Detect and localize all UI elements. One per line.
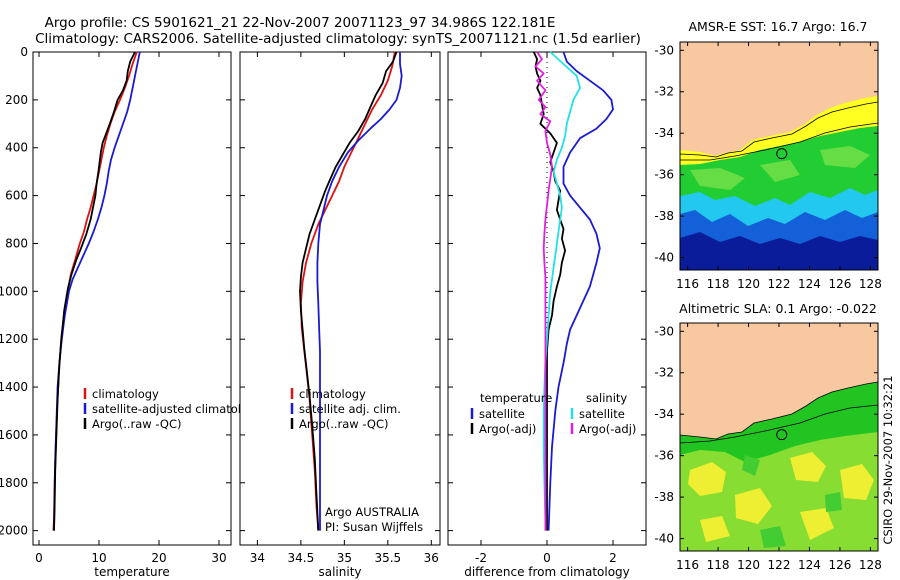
difference-series-line-0 xyxy=(547,51,614,531)
sla_map-x-tick-label: 124 xyxy=(798,558,821,572)
sla-depth-contour xyxy=(680,404,878,444)
salinity-legend-label: climatology xyxy=(299,387,366,401)
salinity-legend-label: Argo(..raw -QC) xyxy=(299,417,389,431)
difference-x-tick-label: 0 xyxy=(543,551,551,565)
temperature-y-tick-label: 2000 xyxy=(0,524,28,538)
temperature-y-tick-label: 0 xyxy=(20,45,28,59)
salinity-plot-frame xyxy=(239,51,441,546)
sla_map-y-tick-label: -40 xyxy=(654,532,674,546)
sst-depth-contour xyxy=(680,122,878,161)
sst_map-float-position-marker xyxy=(776,148,788,160)
sla_map-x-tick-label: 122 xyxy=(768,558,791,572)
sla_map-y-tick-label: -32 xyxy=(654,366,674,380)
temperature-legend-label: climatology xyxy=(92,387,159,401)
figure-title-line2: Climatology: CARS2006. Satellite-adjuste… xyxy=(35,31,641,47)
sst_map-x-tick-label: 128 xyxy=(859,277,882,291)
sst-ocean-darkblue xyxy=(680,232,878,270)
sla_map-x-tick-label: 116 xyxy=(676,558,699,572)
sst_map-x-tick-label: 120 xyxy=(737,277,760,291)
difference-x-tick-label: -2 xyxy=(475,551,487,565)
salinity-annotation: Argo AUSTRALIA xyxy=(325,505,419,519)
temperature-y-tick-label: 1800 xyxy=(0,476,28,490)
salinity-annotation: PI: Susan Wijffels xyxy=(325,520,423,534)
temperature-x-tick-label: 30 xyxy=(211,551,226,565)
difference-series-line-2 xyxy=(542,51,581,531)
salinity-x-tick-label: 34.5 xyxy=(288,551,315,565)
difference-x-axis-label: difference from climatology xyxy=(464,565,630,579)
salinity-x-tick-label: 35 xyxy=(337,551,352,565)
temperature-x-tick-label: 10 xyxy=(91,551,106,565)
temperature-x-tick-label: 20 xyxy=(151,551,166,565)
sst_map-y-tick-label: -36 xyxy=(654,168,674,182)
sla-ocean-yellow-patches xyxy=(688,452,874,542)
credit-text: CSIRO 29-Nov-2007 10:32:21 xyxy=(881,375,895,544)
sst-ocean-lightgreen-patches xyxy=(690,146,870,190)
diff-legend-label: satellite xyxy=(479,407,525,421)
temperature-y-tick-label: 800 xyxy=(5,236,28,250)
temperature-y-tick-label: 1200 xyxy=(0,332,28,346)
salinity-x-tick-label: 34 xyxy=(250,551,265,565)
temperature-profile-panel: 0 10 20 30 0 200 400 600 800 1000 1200 1400 1600 1800… xyxy=(0,45,262,579)
sla_map-y-tick-label: -34 xyxy=(654,407,674,421)
salinity-series-line-1 xyxy=(316,52,403,531)
diff-legend-label: Argo(-adj) xyxy=(479,422,536,436)
sst_map-x-tick-label: 116 xyxy=(676,277,699,291)
sla-map xyxy=(680,323,878,551)
sla_map-y-tick-label: -38 xyxy=(654,490,674,504)
difference-series-line-3 xyxy=(534,51,553,531)
temperature-x-tick-label: 0 xyxy=(35,551,43,565)
diff-legend-title: salinity xyxy=(586,391,627,405)
sst_map-y-tick-label: -40 xyxy=(654,251,674,265)
sst-map-title: AMSR-E SST: 16.7 Argo: 16.7 xyxy=(688,19,867,34)
sla-ocean-green-patches xyxy=(742,455,842,548)
sla_map-x-tick-label: 128 xyxy=(859,558,882,572)
temperature-legend-label: Argo(..raw -QC) xyxy=(92,417,182,431)
sst_map-y-tick-label: -38 xyxy=(654,209,674,223)
temperature-x-axis-label: temperature xyxy=(94,565,169,579)
temperature-legend-label: satellite-adjusted climatology xyxy=(92,402,262,416)
salinity-x-tick-label: 35.5 xyxy=(374,551,401,565)
sst_map-y-tick-label: -30 xyxy=(654,43,674,57)
sla-map-title: Altimetric SLA: 0.1 Argo: -0.022 xyxy=(679,301,877,316)
sst-map xyxy=(680,42,878,270)
temperature-y-tick-label: 1000 xyxy=(0,284,28,298)
temperature-y-tick-label: 1400 xyxy=(0,380,28,394)
sla_map-x-tick-label: 120 xyxy=(737,558,760,572)
sla_map-float-position-marker xyxy=(776,429,788,441)
salinity-x-axis-label: salinity xyxy=(318,565,361,579)
sst_map-x-tick-label: 126 xyxy=(828,277,851,291)
difference-x-tick-label: 2 xyxy=(609,551,617,565)
sst_map-x-tick-label: 124 xyxy=(798,277,821,291)
temperature-y-tick-label: 400 xyxy=(5,141,28,155)
salinity-legend-label: satellite adj. clim. xyxy=(299,402,401,416)
sst_map-y-tick-label: -34 xyxy=(654,126,674,140)
temperature-series-line-2 xyxy=(53,51,136,531)
sst_map-x-tick-label: 122 xyxy=(768,277,791,291)
diff-legend-title: temperature xyxy=(480,391,552,405)
sst-map-axes: 116 118 120 122 124 126 128 -30 -32 -34 -36 -38 -40 xyxy=(654,41,882,291)
sst_map-y-tick-label: -32 xyxy=(654,85,674,99)
sla_map-y-tick-label: -36 xyxy=(654,449,674,463)
sla_map-x-tick-label: 118 xyxy=(707,558,730,572)
sst_map-x-tick-label: 118 xyxy=(707,277,730,291)
salinity-series-line-2 xyxy=(299,51,398,531)
diff-legend-label: satellite xyxy=(579,407,625,421)
temperature-y-tick-label: 600 xyxy=(5,189,28,203)
sla-map-axes: 116 118 120 122 124 126 128 -30 -32 -34 -36 -38 -40 xyxy=(654,322,882,572)
temperature-y-tick-label: 1600 xyxy=(0,428,28,442)
sla_map-x-tick-label: 126 xyxy=(828,558,851,572)
sst-coastline xyxy=(680,101,878,158)
diff-legend-label: Argo(-adj) xyxy=(579,422,636,436)
figure-title-line1: Argo profile: CS 5901621_21 22-Nov-2007 … xyxy=(45,15,556,31)
salinity-x-tick-label: 36 xyxy=(424,551,439,565)
sla_map-y-tick-label: -30 xyxy=(654,324,674,338)
temperature-y-tick-label: 200 xyxy=(5,93,28,107)
salinity-profile-panel: 34 34.5 35 35.5 36 salinity climatologysatelli… xyxy=(239,51,441,579)
temperature-plot-frame xyxy=(32,51,232,546)
sla-coastline xyxy=(680,381,878,440)
